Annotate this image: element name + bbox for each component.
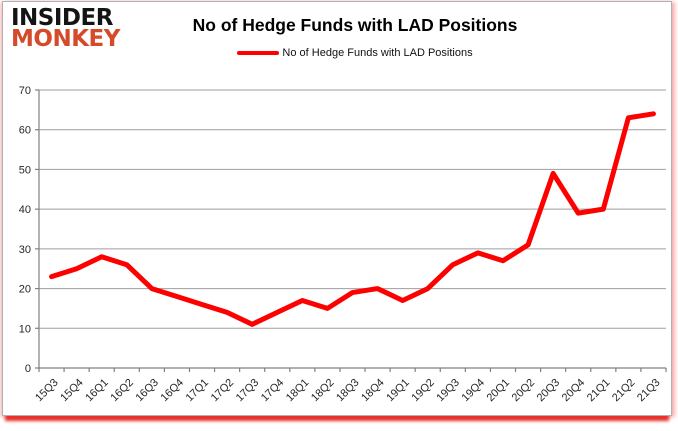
y-axis-label-50: 50 [19,164,31,176]
x-axis-label-20Q4: 20Q4 [560,377,588,405]
y-axis-label-0: 0 [25,363,31,375]
x-axis-label-20Q3: 20Q3 [535,377,563,405]
chart-card: 0 10 20 30 40 50 60 70 15Q3 15Q4 16Q1 16Q2 16Q3 16Q4 1… [2,1,672,416]
y-axis-label-30: 30 [19,244,31,256]
x-axis-label-16Q2: 16Q2 [108,377,136,405]
x-axis-label-21Q3: 21Q3 [635,377,663,405]
logo-word-monkey: MONKEY [11,26,120,53]
insider-monkey-logo: INSIDER MONKEY [11,5,120,53]
x-axis-label-17Q2: 17Q2 [209,377,237,405]
y-axis-label-40: 40 [19,204,31,216]
x-axis-label-16Q3: 16Q3 [133,377,161,405]
x-axis-label-21Q2: 21Q2 [610,377,638,405]
x-axis-label-18Q1: 18Q1 [284,377,312,405]
x-axis-label-18Q3: 18Q3 [334,377,362,405]
x-axis-label-18Q2: 18Q2 [309,377,337,405]
logo-word-insider: INSIDER [11,5,113,31]
y-axis-label-10: 10 [19,323,31,335]
x-axis-label-20Q2: 20Q2 [510,377,538,405]
x-axis-label-15Q3: 15Q3 [33,377,61,405]
x-axis-label-18Q4: 18Q4 [359,377,387,405]
x-axis-label-19Q3: 19Q3 [434,377,462,405]
x-axis-label-16Q1: 16Q1 [83,377,111,405]
x-axis-label-19Q4: 19Q4 [459,377,487,405]
line-chart-canvas: 01020304050607015Q315Q416Q116Q216Q316Q41… [19,85,667,405]
x-axis-label-17Q3: 17Q3 [234,377,262,405]
y-axis-label-60: 60 [19,125,31,137]
y-axis-label-20: 20 [19,284,31,296]
x-axis-label-21Q1: 21Q1 [585,377,613,405]
x-axis-label-19Q1: 19Q1 [384,377,412,405]
x-axis-label-17Q4: 17Q4 [259,377,287,405]
x-axis-label-15Q4: 15Q4 [58,377,86,405]
y-axis-label-70: 70 [19,85,31,97]
x-axis-label-19Q2: 19Q2 [409,377,437,405]
x-axis-label-16Q4: 16Q4 [159,377,187,405]
x-axis-label-20Q1: 20Q1 [485,377,513,405]
series-line-hedge-fund-positions [49,111,656,327]
x-axis-label-17Q1: 17Q1 [184,377,212,405]
